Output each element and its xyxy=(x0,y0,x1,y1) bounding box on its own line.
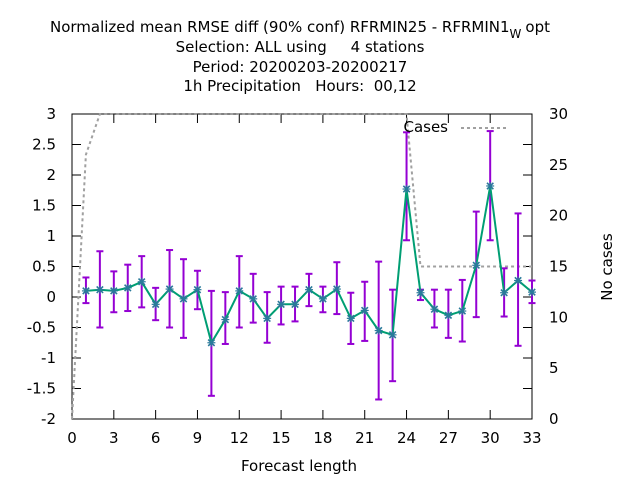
data-point xyxy=(472,261,481,270)
y2-tick-label: 15 xyxy=(549,258,568,276)
data-point xyxy=(388,330,397,339)
y-tick-label: -0.5 xyxy=(27,319,56,337)
data-point xyxy=(165,285,174,294)
data-point xyxy=(444,311,453,320)
y-tick-label: -1.5 xyxy=(27,380,56,398)
data-point xyxy=(109,286,118,295)
data-point xyxy=(430,305,439,314)
title-line-1: Normalized mean RMSE diff (90% conf) RFR… xyxy=(50,18,550,41)
x-tick-label: 30 xyxy=(481,429,500,447)
data-point xyxy=(514,276,523,285)
x-tick-label: 3 xyxy=(109,429,119,447)
data-point xyxy=(402,185,411,194)
y2-tick-label: 30 xyxy=(549,105,568,123)
y-tick-label: 1.5 xyxy=(32,197,56,215)
x-tick-label: 15 xyxy=(272,429,291,447)
y-tick-label: -2 xyxy=(41,410,56,428)
x-axis-ticks: 0 3 6 9 12 15 18 21 24 27 30 33 xyxy=(67,114,542,447)
legend-cases-label: Cases xyxy=(403,118,448,136)
y-tick-label: 3 xyxy=(46,105,56,123)
data-point xyxy=(193,285,202,294)
y-tick-label: 2 xyxy=(46,166,56,184)
x-axis-label: Forecast length xyxy=(241,457,357,475)
data-point xyxy=(360,306,369,315)
data-point xyxy=(416,288,425,297)
legend: Cases xyxy=(403,118,506,136)
x-tick-label: 6 xyxy=(151,429,161,447)
y-tick-label: 0.5 xyxy=(32,258,56,276)
x-tick-label: 27 xyxy=(439,429,458,447)
cases-line xyxy=(71,113,532,420)
title-line-1-subscript: W xyxy=(510,27,522,41)
data-point xyxy=(304,285,313,294)
data-point xyxy=(291,300,300,309)
y2-tick-label: 25 xyxy=(549,156,568,174)
data-point xyxy=(235,286,244,295)
y-tick-label: -1 xyxy=(41,349,56,367)
y-tick-label: 1 xyxy=(46,227,56,245)
cases-series xyxy=(71,113,532,420)
data-point xyxy=(207,338,216,347)
chart-title: Normalized mean RMSE diff (90% conf) RFR… xyxy=(50,18,550,95)
data-point xyxy=(249,294,258,303)
data-point xyxy=(332,285,341,294)
data-point xyxy=(95,285,104,294)
data-point xyxy=(528,288,536,297)
data-point xyxy=(458,307,467,316)
title-line-2: Selection: ALL using 4 stations xyxy=(176,38,425,56)
data-point xyxy=(277,300,286,309)
y2-tick-label: 5 xyxy=(549,359,559,377)
diff-series xyxy=(81,181,536,347)
title-line-4: 1h Precipitation Hours: 00,12 xyxy=(183,77,416,95)
y2-tick-label: 10 xyxy=(549,308,568,326)
data-point xyxy=(486,181,495,190)
data-point xyxy=(318,294,327,303)
x-tick-label: 12 xyxy=(230,429,249,447)
x-tick-label: 33 xyxy=(522,429,541,447)
data-point xyxy=(263,314,272,323)
data-point xyxy=(374,326,383,335)
y-tick-label: 2.5 xyxy=(32,136,56,154)
y2-axis-label: No cases xyxy=(598,233,616,301)
data-point xyxy=(123,283,132,292)
x-tick-label: 18 xyxy=(313,429,332,447)
x-tick-label: 24 xyxy=(397,429,416,447)
x-tick-label: 21 xyxy=(355,429,374,447)
data-point xyxy=(137,277,146,286)
data-point xyxy=(346,314,355,323)
x-tick-label: 0 xyxy=(67,429,77,447)
y2-axis-ticks: 0 5 10 15 20 25 30 xyxy=(549,105,568,428)
y-tick-label: 0 xyxy=(46,288,56,306)
title-line-1-main: Normalized mean RMSE diff (90% conf) RFR… xyxy=(50,18,510,36)
title-line-3: Period: 20200203-20200217 xyxy=(193,58,408,76)
data-point xyxy=(151,300,160,309)
title-line-1-tail: opt xyxy=(525,18,550,36)
data-point xyxy=(221,315,230,324)
data-point xyxy=(179,294,188,303)
y-axis-ticks: -2 -1.5 -1 -0.5 0 0.5 1 1.5 2 2.5 3 xyxy=(27,105,532,428)
data-point xyxy=(500,288,509,297)
x-tick-label: 9 xyxy=(193,429,203,447)
y2-tick-label: 0 xyxy=(549,410,559,428)
data-point xyxy=(81,286,90,295)
y2-tick-label: 20 xyxy=(549,207,568,225)
